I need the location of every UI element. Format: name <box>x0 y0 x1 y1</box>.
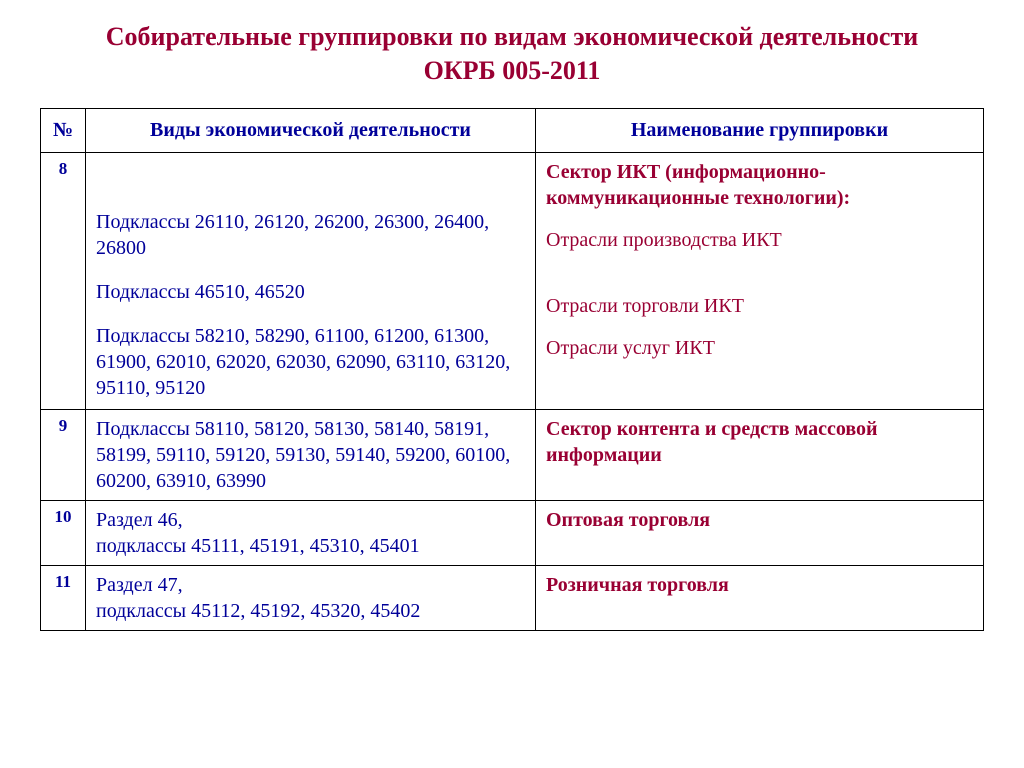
name-cell: Сектор ИКТ (информационно-коммуникационн… <box>536 152 984 409</box>
type-block: Подклассы 58210, 58290, 61100, 61200, 61… <box>96 323 525 401</box>
main-table: № Виды экономической деятельности Наимен… <box>40 108 984 631</box>
name-block: Сектор ИКТ (информационно-коммуникационн… <box>546 159 973 211</box>
type-line: подклассы 45112, 45192, 45320, 45402 <box>96 600 420 622</box>
type-line: Раздел 47, <box>96 574 183 596</box>
page-title: Собирательные группировки по видам эконо… <box>40 20 984 88</box>
name-cell: Розничная торговля <box>536 565 984 630</box>
table-row: 8 Подклассы 26110, 26120, 26200, 26300, … <box>41 152 984 409</box>
header-num: № <box>41 108 86 152</box>
type-cell: Подклассы 26110, 26120, 26200, 26300, 26… <box>86 152 536 409</box>
num-cell: 11 <box>41 565 86 630</box>
type-line: Раздел 46, <box>96 509 183 531</box>
name-cell: Сектор контента и средств массовой инфор… <box>536 409 984 500</box>
name-block: Отрасли производства ИКТ <box>546 227 973 253</box>
type-cell: Раздел 47, подклассы 45112, 45192, 45320… <box>86 565 536 630</box>
table-row: 11 Раздел 47, подклассы 45112, 45192, 45… <box>41 565 984 630</box>
header-row: № Виды экономической деятельности Наимен… <box>41 108 984 152</box>
type-line: подклассы 45111, 45191, 45310, 45401 <box>96 535 420 557</box>
name-block: Отрасли услуг ИКТ <box>546 335 973 361</box>
name-cell: Оптовая торговля <box>536 500 984 565</box>
type-block: Подклассы 46510, 46520 <box>96 279 525 305</box>
num-cell: 9 <box>41 409 86 500</box>
num-cell: 10 <box>41 500 86 565</box>
header-name: Наименование группировки <box>536 108 984 152</box>
header-type: Виды экономической деятельности <box>86 108 536 152</box>
type-block: Подклассы 26110, 26120, 26200, 26300, 26… <box>96 209 525 261</box>
table-row: 10 Раздел 46, подклассы 45111, 45191, 45… <box>41 500 984 565</box>
name-block: Отрасли торговли ИКТ <box>546 293 973 319</box>
num-cell: 8 <box>41 152 86 409</box>
table-row: 9 Подклассы 58110, 58120, 58130, 58140, … <box>41 409 984 500</box>
type-cell: Раздел 46, подклассы 45111, 45191, 45310… <box>86 500 536 565</box>
type-cell: Подклассы 58110, 58120, 58130, 58140, 58… <box>86 409 536 500</box>
